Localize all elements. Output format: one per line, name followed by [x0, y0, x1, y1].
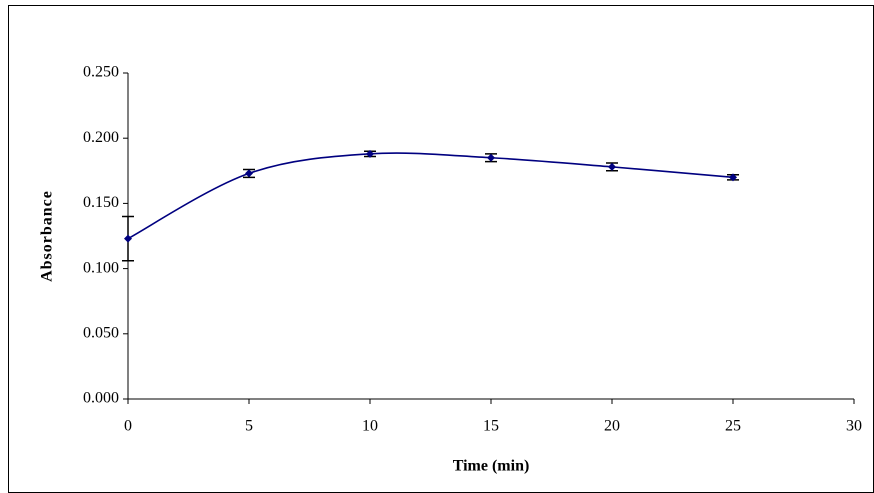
chart-frame: [9, 6, 874, 493]
data-line: [128, 153, 733, 239]
x-tick-label: 0: [124, 418, 132, 435]
x-tick-label: 25: [725, 418, 741, 435]
x-tick-label: 20: [604, 418, 620, 435]
data-point: [124, 235, 132, 243]
x-tick-label: 30: [846, 418, 862, 435]
y-tick-label: 0.100: [83, 259, 119, 276]
y-axis-label: Absorbance: [39, 190, 56, 282]
x-tick-label: 15: [483, 418, 499, 435]
y-tick-label: 0.050: [83, 324, 119, 341]
y-tick-label: 0.200: [83, 129, 119, 146]
y-tick-label: 0.000: [83, 390, 119, 407]
x-tick-label: 10: [362, 418, 378, 435]
x-tick-label: 5: [245, 418, 253, 435]
y-tick-label: 0.250: [83, 64, 119, 81]
y-tick-label: 0.150: [83, 194, 119, 211]
data-point: [608, 163, 616, 171]
data-point: [245, 169, 253, 177]
x-axis-label: Time (min): [453, 458, 530, 475]
chart: Time (min) Absorbance 0.000 0.050 0.100 0.1…: [0, 0, 874, 493]
data-point: [487, 154, 495, 162]
